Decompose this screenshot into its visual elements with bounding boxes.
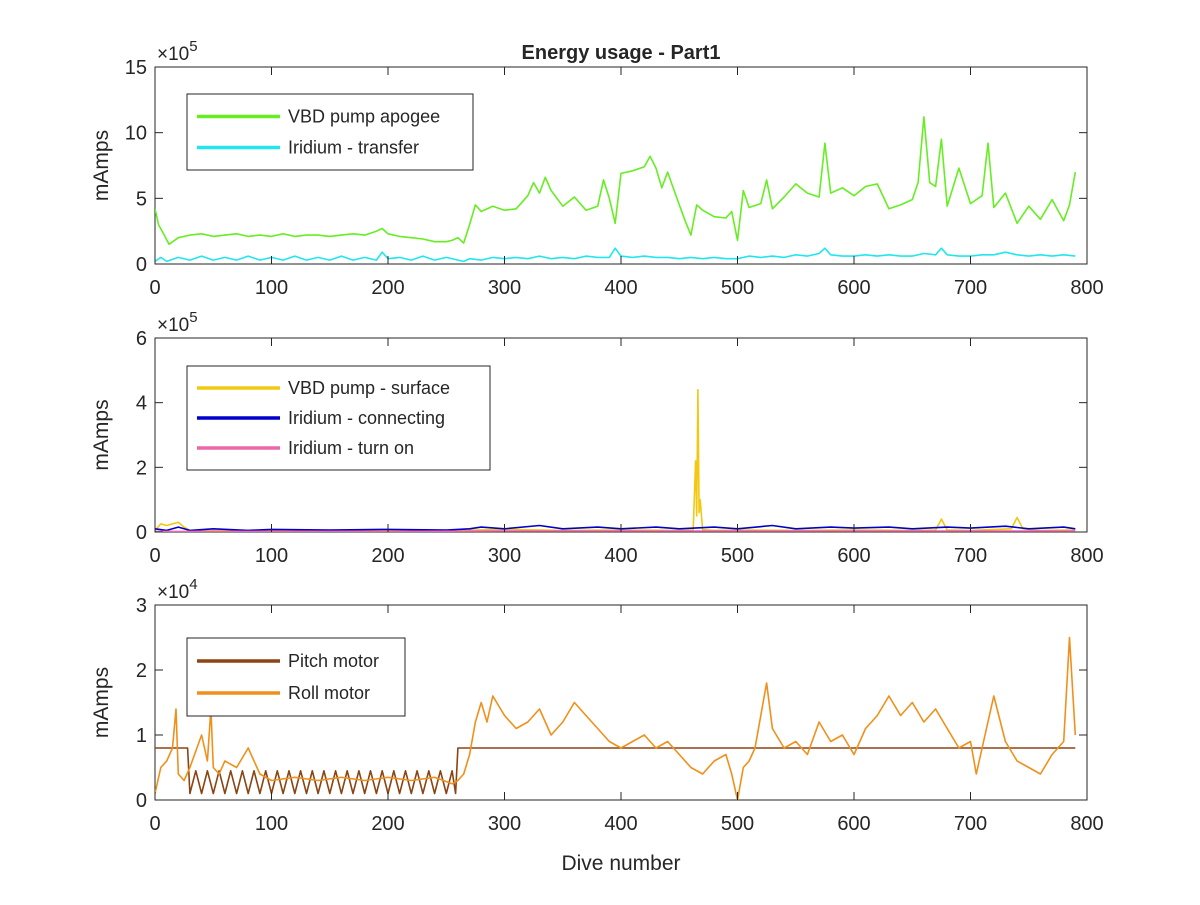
y-tick-label: 2	[136, 457, 147, 479]
legend: VBD pump apogee Iridium - transfer	[187, 94, 473, 170]
legend-label: Roll motor	[288, 683, 370, 703]
legend-label: Iridium - connecting	[288, 408, 445, 428]
panel-3: 0 100 200 300 400 500 600 700 800 0 1 2 3 ×104 mAmps Di…	[90, 576, 1104, 875]
exponent-power: 5	[189, 38, 197, 55]
x-tick-label: 800	[1070, 545, 1103, 567]
y-tick-label: 10	[125, 123, 147, 145]
panel-2: 0 100 200 300 400 500 600 700 800 0 2 4 6 ×105 mAmps VB…	[90, 309, 1104, 567]
exponent-base: ×10	[157, 315, 189, 336]
y-axis-label: mAmps	[90, 399, 113, 470]
y-tick-label: 0	[136, 790, 147, 812]
y-tick-label: 3	[136, 595, 147, 617]
y-tick-label: 4	[136, 393, 147, 415]
legend-label: Iridium - transfer	[288, 138, 419, 158]
x-tick-label: 800	[1070, 813, 1103, 835]
x-tick-label: 0	[149, 813, 160, 835]
chart-title: Energy usage - Part1	[522, 42, 721, 64]
x-tick-label: 700	[954, 813, 987, 835]
y-exponent-label: ×104	[157, 576, 198, 603]
x-tick-label: 200	[371, 813, 404, 835]
x-axis-label: Dive number	[561, 852, 680, 875]
y-tick-label: 1	[136, 725, 147, 747]
x-tick-label: 400	[604, 813, 637, 835]
x-tick-label: 300	[488, 813, 521, 835]
legend-label: Pitch motor	[288, 651, 379, 671]
y-tick-label: 2	[136, 660, 147, 682]
legend: Pitch motor Roll motor	[187, 638, 405, 716]
legend-label: VBD pump apogee	[288, 107, 440, 127]
legend-label: Iridium - turn on	[288, 438, 414, 458]
x-tick-label: 600	[837, 545, 870, 567]
x-tick-label: 0	[149, 545, 160, 567]
x-tick-label: 200	[371, 545, 404, 567]
x-tick-label: 300	[488, 545, 521, 567]
y-tick-label: 0	[136, 254, 147, 276]
exponent-power: 5	[189, 309, 197, 326]
x-tick-label: 100	[255, 813, 288, 835]
x-tick-label: 500	[721, 545, 754, 567]
exponent-power: 4	[189, 576, 197, 593]
x-tick-label: 400	[604, 545, 637, 567]
y-tick-label: 15	[125, 57, 147, 79]
x-tick-label: 400	[604, 277, 637, 299]
y-axis-label: mAmps	[90, 130, 113, 201]
exponent-base: ×10	[157, 44, 189, 65]
y-tick-label: 0	[136, 522, 147, 544]
legend-label: VBD pump - surface	[288, 378, 450, 398]
x-tick-label: 800	[1070, 277, 1103, 299]
y-exponent-label: ×105	[157, 309, 198, 336]
y-tick-label: 6	[136, 328, 147, 350]
x-tick-label: 600	[837, 277, 870, 299]
exponent-base: ×10	[157, 582, 189, 603]
y-exponent-label: ×105	[157, 38, 198, 65]
x-tick-label: 500	[721, 277, 754, 299]
x-tick-label: 700	[954, 545, 987, 567]
x-tick-label: 500	[721, 813, 754, 835]
x-tick-label: 200	[371, 277, 404, 299]
x-tick-label: 0	[149, 277, 160, 299]
legend-box	[187, 638, 405, 716]
y-tick-label: 5	[136, 188, 147, 210]
legend-box	[187, 94, 473, 170]
x-tick-label: 600	[837, 813, 870, 835]
x-tick-label: 700	[954, 277, 987, 299]
legend: VBD pump - surface Iridium - connecting Ir…	[187, 366, 490, 470]
y-axis-label: mAmps	[90, 667, 113, 738]
x-tick-label: 300	[488, 277, 521, 299]
x-tick-label: 100	[255, 545, 288, 567]
x-tick-label: 100	[255, 277, 288, 299]
